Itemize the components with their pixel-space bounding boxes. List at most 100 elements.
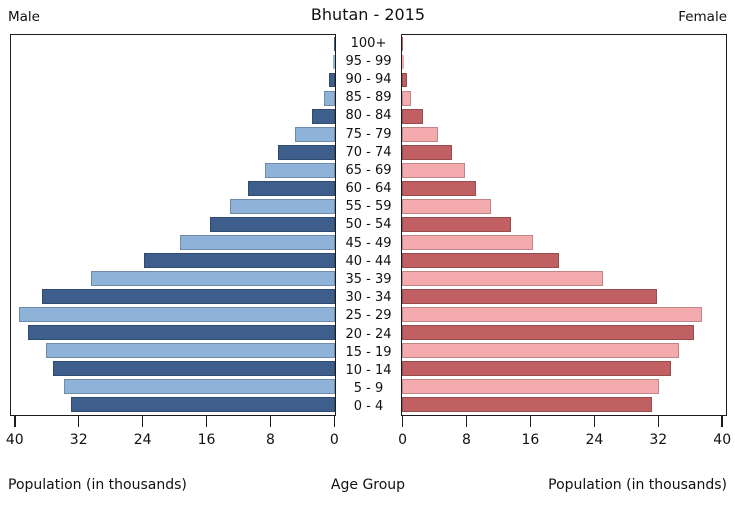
age-label-10-14: 10 - 14: [345, 362, 392, 378]
x-tick-mark: [465, 416, 468, 427]
age-label-55-59: 55 - 59: [345, 199, 392, 215]
x-tick-mark: [333, 416, 336, 427]
age-label-75-79: 75 - 79: [345, 126, 392, 142]
male-bar-5-9: [64, 379, 335, 395]
female-bar-5-9: [402, 379, 660, 395]
female-bar-80-84: [402, 108, 423, 124]
male-bar-80-84: [311, 108, 335, 124]
female-bar-20-24: [402, 325, 695, 340]
male-axis-title: Population (in thousands): [8, 477, 187, 493]
female-bar-40-44: [402, 253, 560, 268]
x-tick-label: 16: [197, 432, 216, 448]
male-bar-95-99: [332, 54, 335, 70]
age-label-25-29: 25 - 29: [345, 308, 392, 324]
age-label-15-19: 15 - 19: [345, 344, 392, 360]
age-label-20-24: 20 - 24: [345, 326, 392, 342]
x-tick-label: 8: [462, 432, 471, 448]
male-bar-70-74: [278, 144, 335, 160]
female-bar-60-64: [402, 180, 477, 196]
male-bar-30-34: [41, 289, 335, 304]
x-tick-label: 40: [713, 432, 732, 448]
x-tick-mark: [205, 416, 208, 427]
female-bar-90-94: [402, 72, 407, 88]
x-tick-label: 32: [69, 432, 88, 448]
female-axis-title: Population (in thousands): [548, 477, 727, 493]
male-bar-60-64: [247, 180, 335, 196]
male-bar-25-29: [19, 307, 335, 322]
x-tick-mark: [593, 416, 596, 427]
age-label-80-84: 80 - 84: [345, 108, 392, 124]
x-tick-label: 24: [585, 432, 604, 448]
female-series-label: Female: [678, 9, 727, 25]
age-label-70-74: 70 - 74: [345, 144, 392, 160]
x-tick-label: 16: [521, 432, 540, 448]
age-label-45-49: 45 - 49: [345, 235, 392, 251]
age-label-100+: 100+: [350, 35, 387, 51]
age-group-axis-title: Age Group: [330, 477, 406, 493]
male-plot-area: [10, 34, 336, 416]
male-bar-90-94: [329, 72, 335, 88]
female-bars-container: [402, 35, 726, 415]
male-bar-10-14: [52, 361, 335, 377]
female-plot-area: [401, 34, 727, 416]
female-bar-0-4: [402, 397, 653, 413]
female-bar-95-99: [402, 54, 404, 70]
female-bar-75-79: [402, 126, 438, 142]
x-tick-mark: [401, 416, 404, 427]
male-bar-50-54: [209, 217, 335, 232]
age-group-axis: 100+ 95 - 99 90 - 94 85 - 89 80 - 84 75 - 79 7…: [336, 34, 401, 416]
male-bar-40-44: [144, 253, 335, 268]
chart-title: Bhutan - 2015: [310, 5, 426, 24]
x-tick-mark: [657, 416, 660, 427]
x-tick-mark: [721, 416, 723, 427]
female-bar-25-29: [402, 307, 703, 322]
age-label-0-4: 0 - 4: [353, 399, 384, 415]
age-label-35-39: 35 - 39: [345, 272, 392, 288]
x-tick-label: 40: [5, 432, 24, 448]
male-series-label: Male: [8, 9, 40, 25]
age-label-65-69: 65 - 69: [345, 162, 392, 178]
x-tick-mark: [14, 416, 16, 427]
age-label-30-34: 30 - 34: [345, 290, 392, 306]
male-bar-65-69: [264, 162, 335, 178]
age-label-85-89: 85 - 89: [345, 90, 392, 106]
x-tick-mark: [141, 416, 144, 427]
x-tick-mark: [529, 416, 532, 427]
age-label-60-64: 60 - 64: [345, 181, 392, 197]
male-bar-85-89: [323, 90, 335, 106]
male-bar-15-19: [45, 343, 335, 359]
x-tick-mark: [77, 416, 80, 427]
female-bar-65-69: [402, 162, 466, 178]
male-bars-container: [11, 35, 335, 415]
x-tick-label: 32: [649, 432, 668, 448]
female-x-axis-ticks: 0 8 16 24 32 40: [398, 415, 731, 457]
female-bar-10-14: [402, 361, 672, 377]
male-x-axis-ticks: 0 8 16 24 32 40: [6, 415, 339, 457]
age-label-5-9: 5 - 9: [353, 381, 384, 397]
male-bar-0-4: [70, 397, 335, 413]
female-bar-100+: [402, 36, 403, 52]
female-bar-30-34: [402, 289, 657, 304]
male-bar-55-59: [230, 198, 335, 214]
x-tick-mark: [269, 416, 272, 427]
male-bar-35-39: [91, 271, 335, 286]
female-bar-55-59: [402, 198, 491, 214]
female-bar-85-89: [402, 90, 411, 106]
male-bar-20-24: [28, 325, 335, 340]
female-bar-50-54: [402, 217, 512, 232]
male-bar-100+: [334, 36, 335, 52]
female-bar-45-49: [402, 235, 534, 250]
x-tick-label: 24: [133, 432, 152, 448]
age-label-90-94: 90 - 94: [345, 71, 392, 87]
age-label-95-99: 95 - 99: [345, 53, 392, 69]
x-tick-label: 8: [266, 432, 275, 448]
male-bar-75-79: [295, 126, 335, 142]
male-bar-45-49: [180, 235, 335, 250]
age-label-40-44: 40 - 44: [345, 253, 392, 269]
female-bar-70-74: [402, 144, 453, 160]
female-bar-15-19: [402, 343, 680, 359]
x-tick-label: 0: [329, 432, 339, 448]
female-bar-35-39: [402, 271, 604, 286]
x-tick-label: 0: [398, 432, 408, 448]
